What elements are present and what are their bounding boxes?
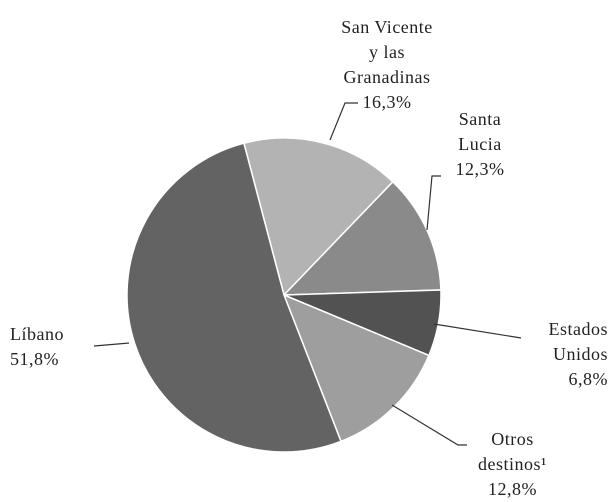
slice-label: Líbano 51,8% (10, 322, 110, 372)
slice-label: Estados Unidos 6,8% (500, 317, 608, 392)
pie-slice (242, 137, 394, 297)
slice-label: Otros destinos¹ 12,8% (450, 427, 575, 502)
leader-line (329, 102, 358, 141)
category-label: San Vicente y las Granadinas (341, 17, 433, 87)
leader-line (433, 323, 522, 339)
value-label: 51,8% (10, 349, 59, 369)
slice-label: San Vicente y las Granadinas 16,3% (312, 15, 462, 115)
slice-label: Santa Lucia 12,3% (420, 107, 540, 182)
leader-line (391, 404, 467, 446)
category-label: Otros destinos¹ (478, 429, 547, 474)
leader-line (93, 342, 130, 347)
value-label: 16,3% (362, 92, 412, 112)
value-label: 12,3% (455, 159, 505, 179)
slices (126, 137, 442, 453)
pie-slice (282, 180, 442, 296)
value-label: 6,8% (568, 369, 608, 389)
leader-line (426, 175, 441, 231)
pie-slice (126, 142, 342, 453)
category-label: Santa Lucia (458, 109, 502, 154)
category-label: Estados Unidos (548, 319, 608, 364)
value-label: 12,8% (488, 479, 537, 499)
category-label: Líbano (10, 324, 64, 344)
